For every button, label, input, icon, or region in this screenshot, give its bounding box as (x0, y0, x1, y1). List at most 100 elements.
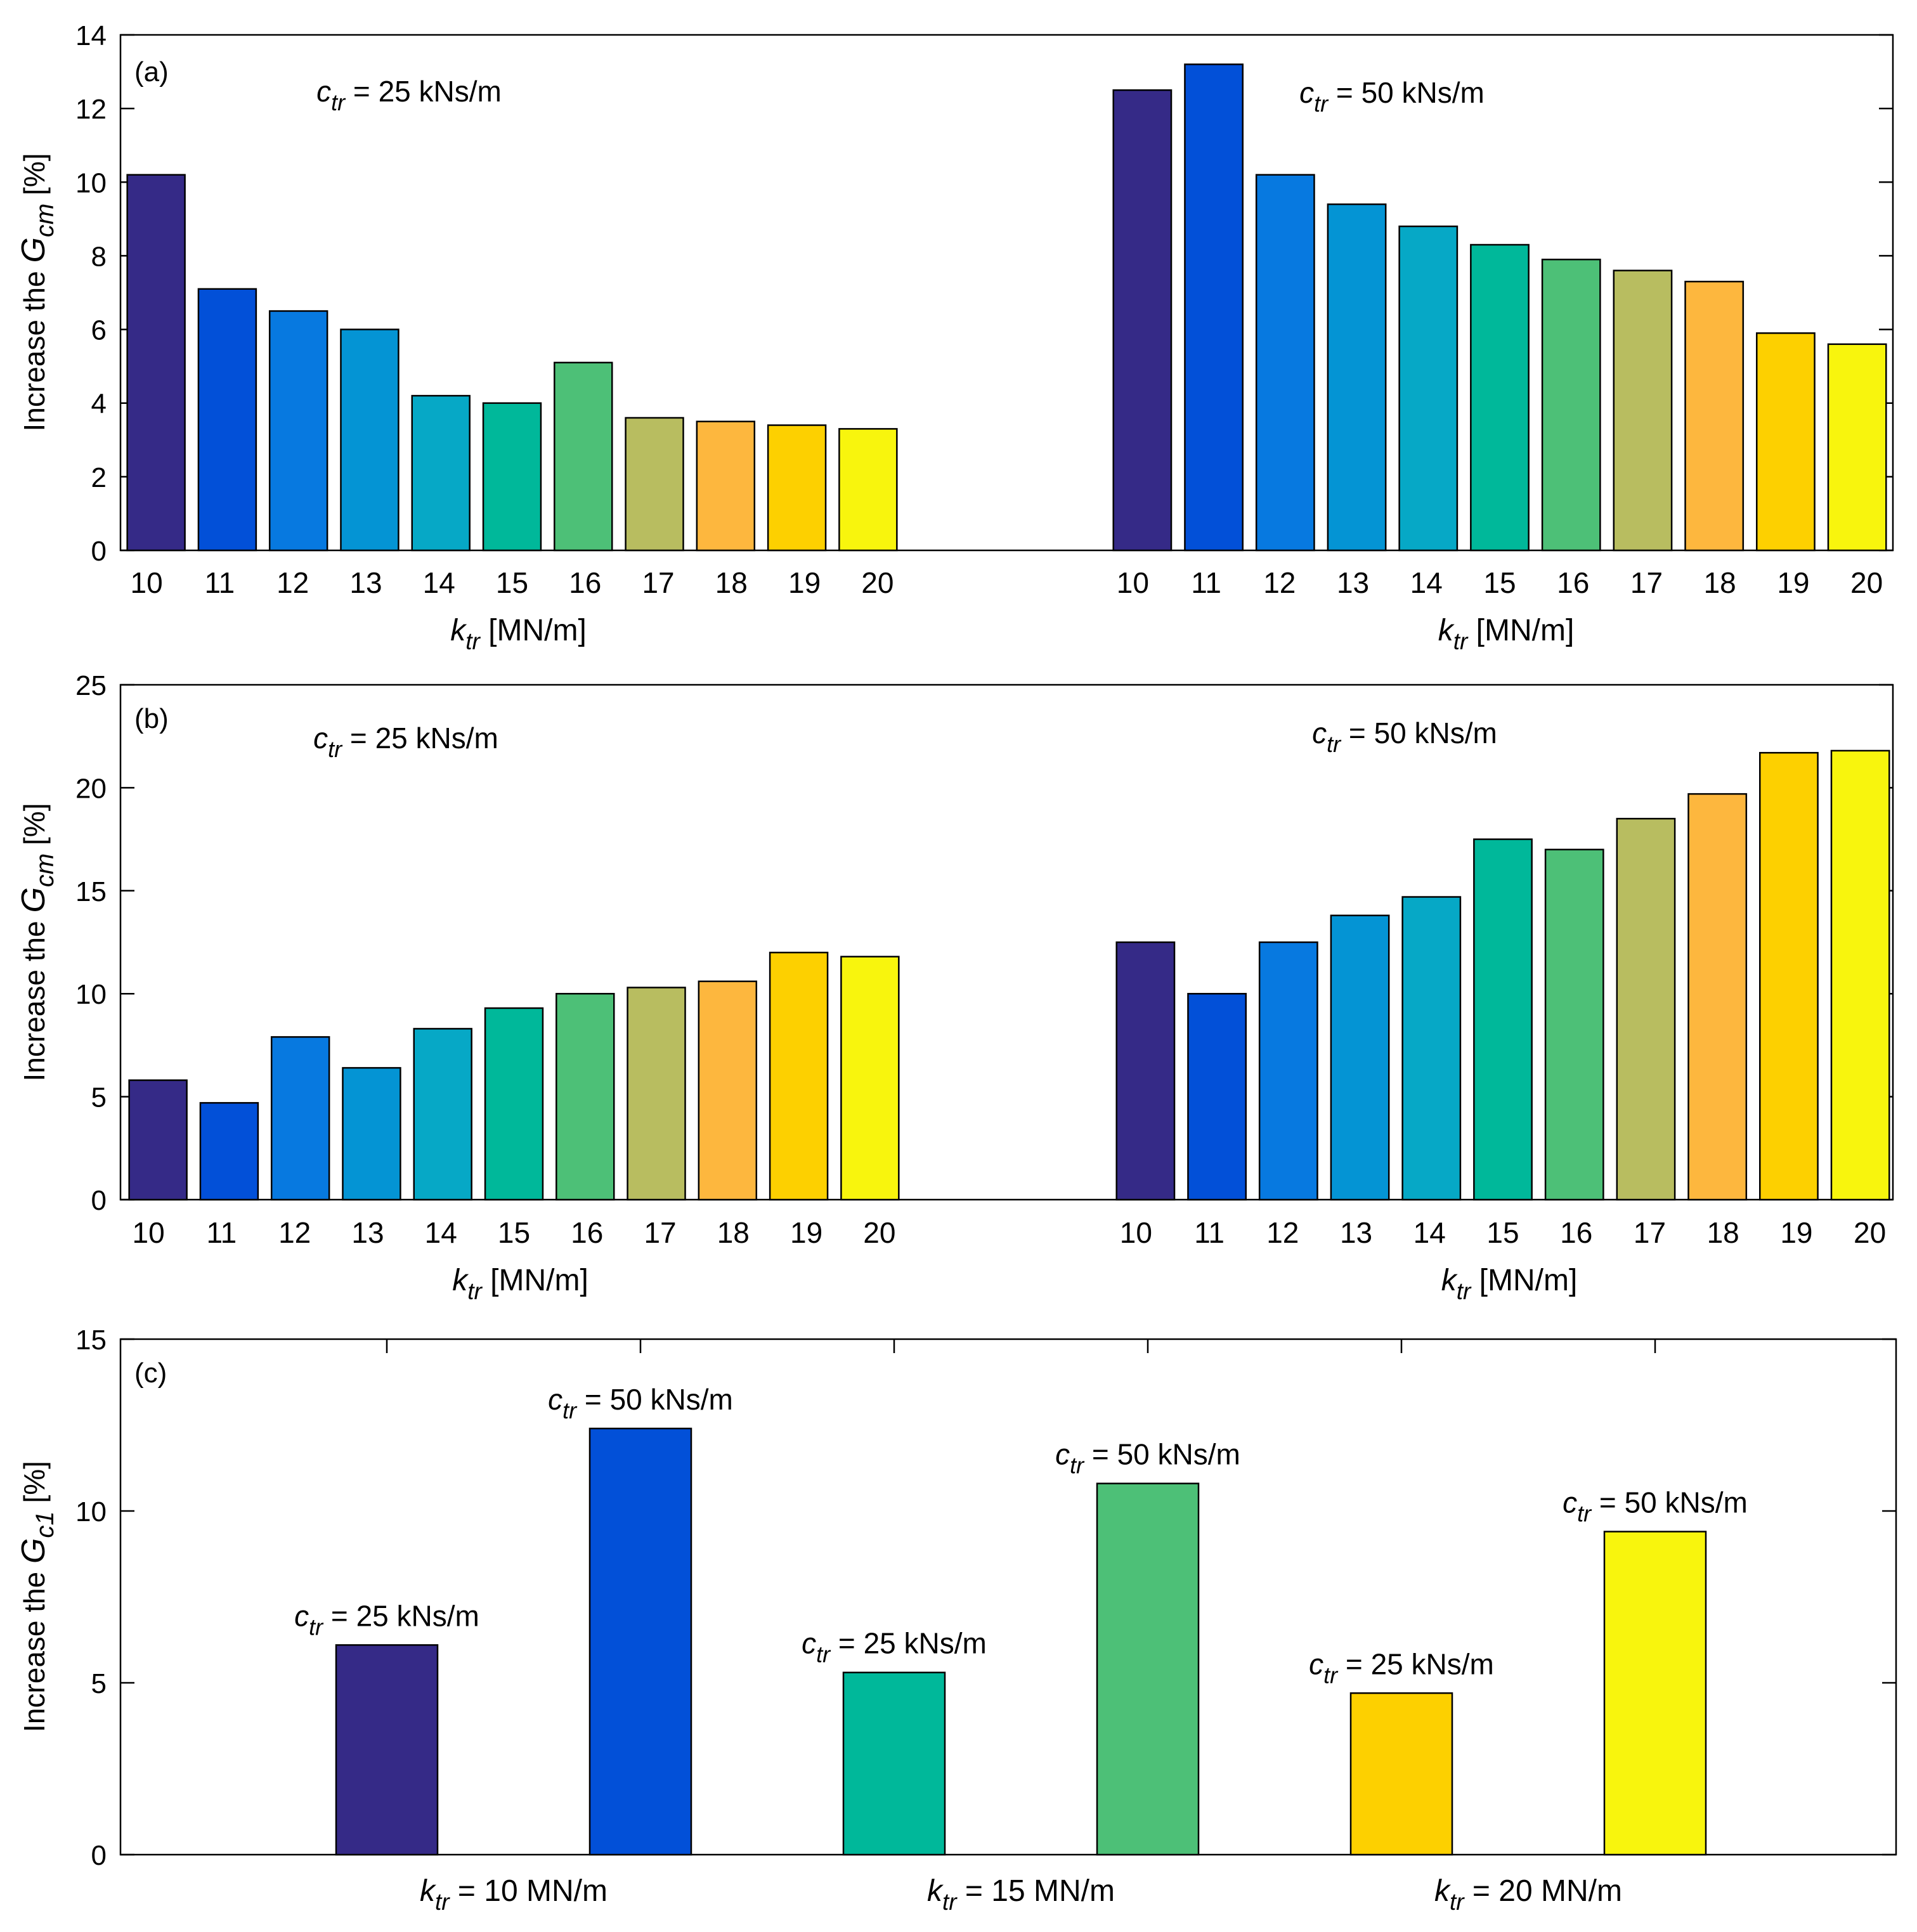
x-tick-label: 15 (1483, 566, 1516, 599)
bar (1258, 941, 1318, 1201)
bar (1401, 896, 1462, 1201)
x-tick-label: 18 (1707, 1216, 1739, 1249)
x-tick-label: 11 (1194, 1216, 1225, 1249)
y-tick-label: 6 (91, 315, 107, 346)
x-tick-label: 13 (349, 566, 382, 599)
bar (1349, 1692, 1453, 1856)
y-tick-label: 0 (91, 1840, 107, 1871)
y-axis-label: Increase the Gcm [%] (15, 803, 59, 1082)
y-tick-label: 14 (75, 20, 107, 51)
bar (1684, 280, 1745, 552)
bar-annotation: ctr = 50 kNs/m (1055, 1438, 1240, 1479)
bar (769, 951, 829, 1201)
x-axis-label: ktr [MN/m] (1441, 1264, 1578, 1304)
x-tick-label: 12 (1266, 1216, 1299, 1249)
x-tick-label: 18 (1704, 566, 1736, 599)
x-tick-label: 10 (131, 566, 163, 599)
bar (1544, 848, 1604, 1201)
y-axis-label: Increase the Gc1 [%] (15, 1461, 59, 1732)
x-tick-label: 19 (1780, 1216, 1812, 1249)
bar-annotation: ctr = 25 kNs/m (802, 1627, 987, 1668)
bar (1112, 89, 1173, 552)
bar (126, 174, 186, 552)
bar-annotation: ctr = 50 kNs/m (548, 1383, 733, 1423)
bar (199, 1102, 259, 1201)
x-tick-label: 19 (1777, 566, 1809, 599)
chart-panel-c: 0 5 10 15 (c) Increase the Gc1 [%] (15, 1325, 1897, 1871)
x-group-label: ktr = 20 MN/m (1434, 1874, 1622, 1915)
x-tick-label: 16 (1557, 566, 1589, 599)
bar (335, 1644, 439, 1856)
x-tick-label: 16 (1560, 1216, 1592, 1249)
bar (1756, 332, 1816, 552)
series-annotation: ctr = 50 kNs/m (1299, 76, 1485, 117)
x-tick-label: 15 (496, 566, 528, 599)
x-tick-label: 18 (717, 1216, 750, 1249)
panel-label: (b) (134, 703, 169, 734)
bar (842, 1671, 946, 1856)
x-tick-label: 18 (715, 566, 748, 599)
bar (197, 288, 257, 552)
bar (342, 1066, 401, 1201)
x-tick-label: 15 (1486, 1216, 1519, 1249)
x-axis-label: ktr [MN/m] (1438, 614, 1575, 654)
bar (1327, 203, 1387, 552)
x-tick-label: 17 (642, 566, 674, 599)
x-tick-label: 13 (1340, 1216, 1372, 1249)
x-tick-label: 12 (276, 566, 309, 599)
axes-box (119, 684, 1894, 1201)
x-tick-label: 14 (425, 1216, 457, 1249)
bar (1184, 63, 1244, 552)
x-tick-label: 11 (1191, 566, 1221, 599)
y-tick-label: 10 (75, 979, 107, 1010)
y-tick-label: 15 (75, 876, 107, 907)
y-tick-label: 2 (91, 462, 107, 493)
x-group-label: ktr = 10 MN/m (420, 1874, 608, 1915)
y-tick-label: 4 (91, 389, 107, 420)
bar (1330, 914, 1390, 1201)
bar (484, 1007, 544, 1201)
y-axis-label: Increase the Gcm [%] (15, 153, 59, 432)
x-tick-label: 14 (423, 566, 455, 599)
x-tick-label: 17 (1634, 1216, 1666, 1249)
bar (1830, 749, 1890, 1201)
bar (1827, 343, 1887, 552)
x-tick-label: 20 (1850, 566, 1883, 599)
y-tick-label: 5 (91, 1668, 107, 1699)
bar (1187, 992, 1247, 1201)
x-tick-label: 15 (498, 1216, 530, 1249)
bar (625, 417, 684, 552)
panel-label: (a) (134, 56, 169, 88)
y-tick-label: 0 (91, 536, 107, 567)
x-tick-label: 12 (1263, 566, 1296, 599)
bar (1541, 258, 1601, 552)
bar-annotation: ctr = 25 kNs/m (294, 1599, 479, 1640)
bar (413, 1028, 472, 1201)
series-annotation: ctr = 25 kNs/m (313, 722, 498, 762)
y-tick-label: 12 (75, 94, 107, 125)
bar (411, 394, 471, 552)
bar (1603, 1531, 1707, 1856)
bar (767, 424, 827, 552)
x-tick-label: 10 (1120, 1216, 1152, 1249)
bar (128, 1079, 188, 1201)
bar (698, 980, 758, 1201)
y-tick-label: 25 (75, 670, 107, 701)
x-tick-label: 11 (205, 566, 235, 599)
bar (1759, 751, 1819, 1201)
y-tick-label: 8 (91, 241, 107, 272)
x-axis-label: ktr [MN/m] (450, 614, 587, 654)
x-tick-label: 20 (1854, 1216, 1886, 1249)
x-tick-label: 12 (278, 1216, 311, 1249)
x-group-label: ktr = 15 MN/m (927, 1874, 1115, 1915)
y-tick-label: 5 (91, 1082, 107, 1113)
bar-annotation: ctr = 50 kNs/m (1563, 1486, 1748, 1527)
x-tick-label: 14 (1410, 566, 1443, 599)
bar-annotation: ctr = 25 kNs/m (1309, 1647, 1494, 1688)
axes-box (119, 1338, 1897, 1856)
y-tick-label: 10 (75, 167, 107, 198)
bar (588, 1427, 692, 1856)
x-tick-label: 10 (133, 1216, 165, 1249)
series-annotation: ctr = 50 kNs/m (1312, 716, 1497, 757)
series-annotation: ctr = 25 kNs/m (316, 75, 502, 115)
